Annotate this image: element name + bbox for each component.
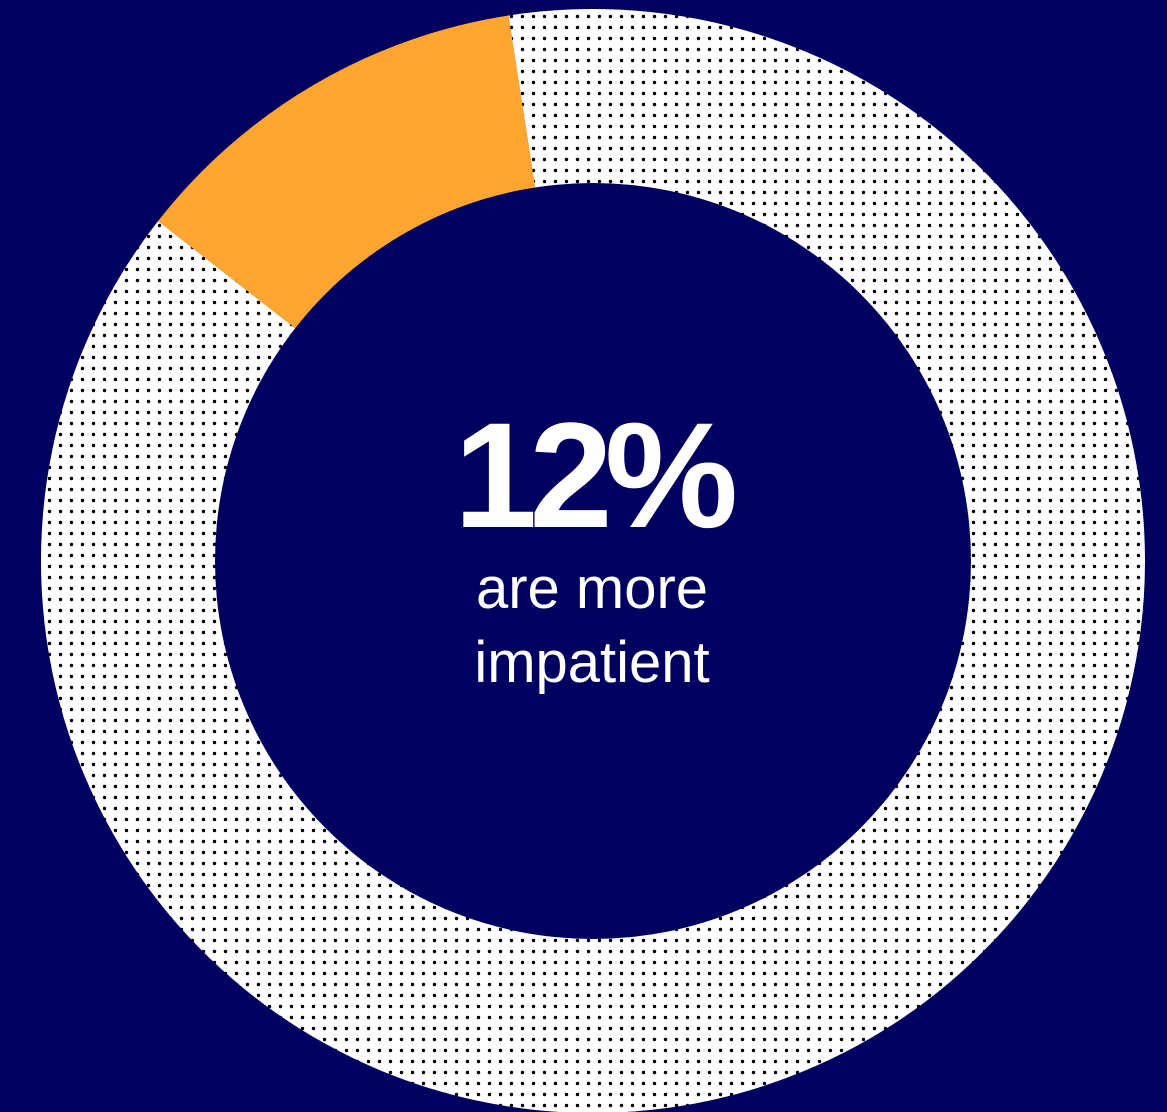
percentage-value: 12% <box>453 391 738 559</box>
caption-line-2: impatient <box>474 630 710 695</box>
center-label: 12% are more impatient <box>342 400 842 698</box>
donut-hole <box>215 183 971 939</box>
caption-line-1: are more <box>475 556 709 621</box>
